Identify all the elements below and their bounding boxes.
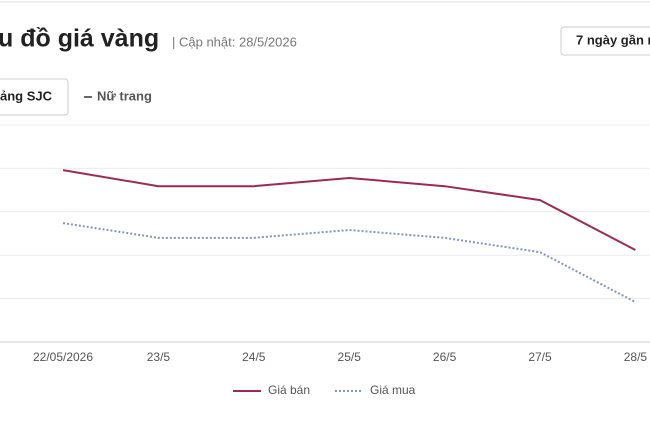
legend-label: Giá bán bbox=[268, 383, 310, 397]
series-line bbox=[62, 169, 636, 251]
x-tick-label: 26/5 bbox=[433, 350, 457, 364]
x-tick-label: 25/5 bbox=[338, 350, 362, 364]
x-tick-label: 23/5 bbox=[147, 350, 171, 364]
tab-active[interactable] bbox=[0, 78, 69, 116]
update-date: | Cập nhật: 28/5/2026 bbox=[172, 34, 297, 49]
widget-title: u đồ giá vàng bbox=[0, 25, 159, 53]
tab-label[interactable]: Nữ trang bbox=[97, 88, 152, 103]
x-tick-label: 27/5 bbox=[528, 350, 552, 364]
tab-label[interactable]: ảng SJC bbox=[0, 88, 53, 103]
range-button[interactable] bbox=[560, 26, 650, 56]
x-tick-label: 22/05/2026 bbox=[33, 350, 93, 364]
legend-label: Giá mua bbox=[370, 383, 416, 397]
series-line bbox=[62, 222, 636, 303]
range-button-label[interactable]: 7 ngày gần n bbox=[576, 32, 650, 47]
x-tick-label: 28/5 bbox=[624, 350, 648, 364]
x-tick-label: 24/5 bbox=[242, 350, 266, 364]
